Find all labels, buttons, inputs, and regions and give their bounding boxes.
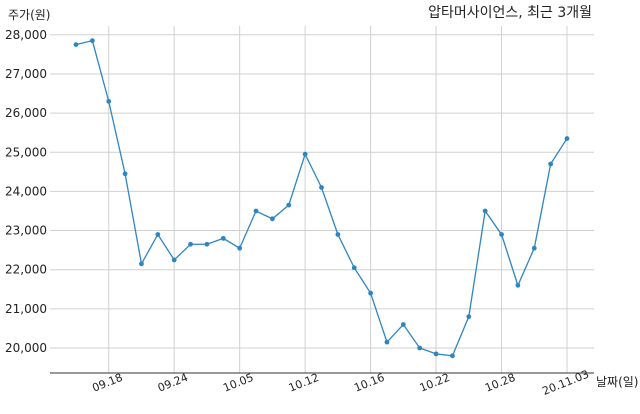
data-point	[335, 232, 341, 237]
x-tick-label: 20.11.03	[541, 368, 591, 398]
data-point	[319, 185, 324, 190]
data-point	[466, 314, 472, 320]
data-point	[270, 216, 275, 222]
data-point	[531, 245, 537, 251]
grid-lines	[50, 26, 594, 373]
y-tick-label: 20,000	[5, 341, 47, 355]
x-axis-label: 날짜(일)	[596, 375, 638, 389]
y-axis-label: 주가(원)	[8, 8, 50, 22]
data-point	[450, 353, 455, 359]
x-tick-label: 09.18	[90, 371, 124, 395]
data-point	[564, 136, 570, 141]
data-point	[368, 290, 373, 296]
y-tick-labels: 20,000 21,000 22,000 23,000 24,000 25,000 26,0…	[5, 28, 47, 355]
data-point	[122, 171, 128, 177]
y-tick-label: 21,000	[5, 302, 47, 316]
data-point	[171, 257, 177, 263]
x-tick-labels: 09.18 09.24 10.05 10.12 10.16 10.22 10.28 20.11…	[90, 368, 590, 398]
data-point	[139, 261, 144, 267]
data-point	[351, 265, 357, 271]
data-point	[417, 345, 423, 351]
y-tick-label: 27,000	[5, 67, 47, 81]
data-point	[188, 241, 193, 247]
data-point	[220, 235, 226, 241]
series-points	[73, 38, 570, 359]
data-point	[89, 38, 95, 44]
data-point	[433, 351, 439, 357]
x-tick-label: 09.24	[156, 371, 190, 395]
x-tick-label: 10.28	[483, 371, 517, 395]
data-point	[253, 208, 259, 214]
y-tick-label: 25,000	[5, 145, 47, 159]
y-tick-label: 22,000	[5, 263, 47, 277]
x-tick-label: 10.12	[287, 371, 321, 395]
data-point	[515, 282, 521, 288]
chart-title: 압타머사이언스, 최근 3개월	[428, 5, 592, 21]
data-point	[286, 202, 292, 208]
data-point	[237, 245, 243, 251]
data-point	[482, 208, 488, 214]
data-point	[204, 241, 210, 247]
y-tick-label: 28,000	[5, 28, 47, 42]
y-tick-label: 24,000	[5, 184, 47, 198]
y-tick-label: 23,000	[5, 224, 47, 238]
data-point	[400, 322, 406, 327]
data-point	[73, 42, 79, 47]
data-point	[548, 161, 554, 167]
x-tick-label: 10.22	[418, 371, 452, 395]
x-tick-label: 10.05	[221, 371, 255, 395]
data-point	[499, 232, 504, 237]
data-point	[155, 232, 161, 237]
x-tick-label: 10.16	[352, 371, 386, 395]
y-tick-label: 26,000	[5, 106, 47, 120]
data-point	[302, 151, 308, 157]
data-point	[106, 98, 112, 104]
data-point	[384, 339, 390, 345]
